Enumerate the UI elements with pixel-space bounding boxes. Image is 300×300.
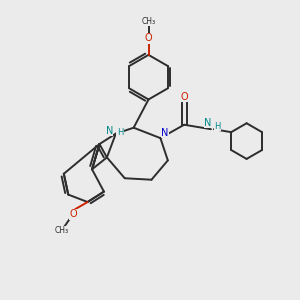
Text: N: N bbox=[204, 118, 211, 128]
Text: O: O bbox=[145, 33, 152, 43]
Text: H: H bbox=[117, 128, 123, 137]
Text: N: N bbox=[106, 126, 113, 136]
Text: CH₃: CH₃ bbox=[142, 17, 156, 26]
Text: CH₃: CH₃ bbox=[55, 226, 69, 235]
Text: H: H bbox=[214, 122, 221, 131]
Text: N: N bbox=[161, 128, 169, 138]
Text: O: O bbox=[69, 209, 77, 219]
Text: O: O bbox=[180, 92, 188, 101]
